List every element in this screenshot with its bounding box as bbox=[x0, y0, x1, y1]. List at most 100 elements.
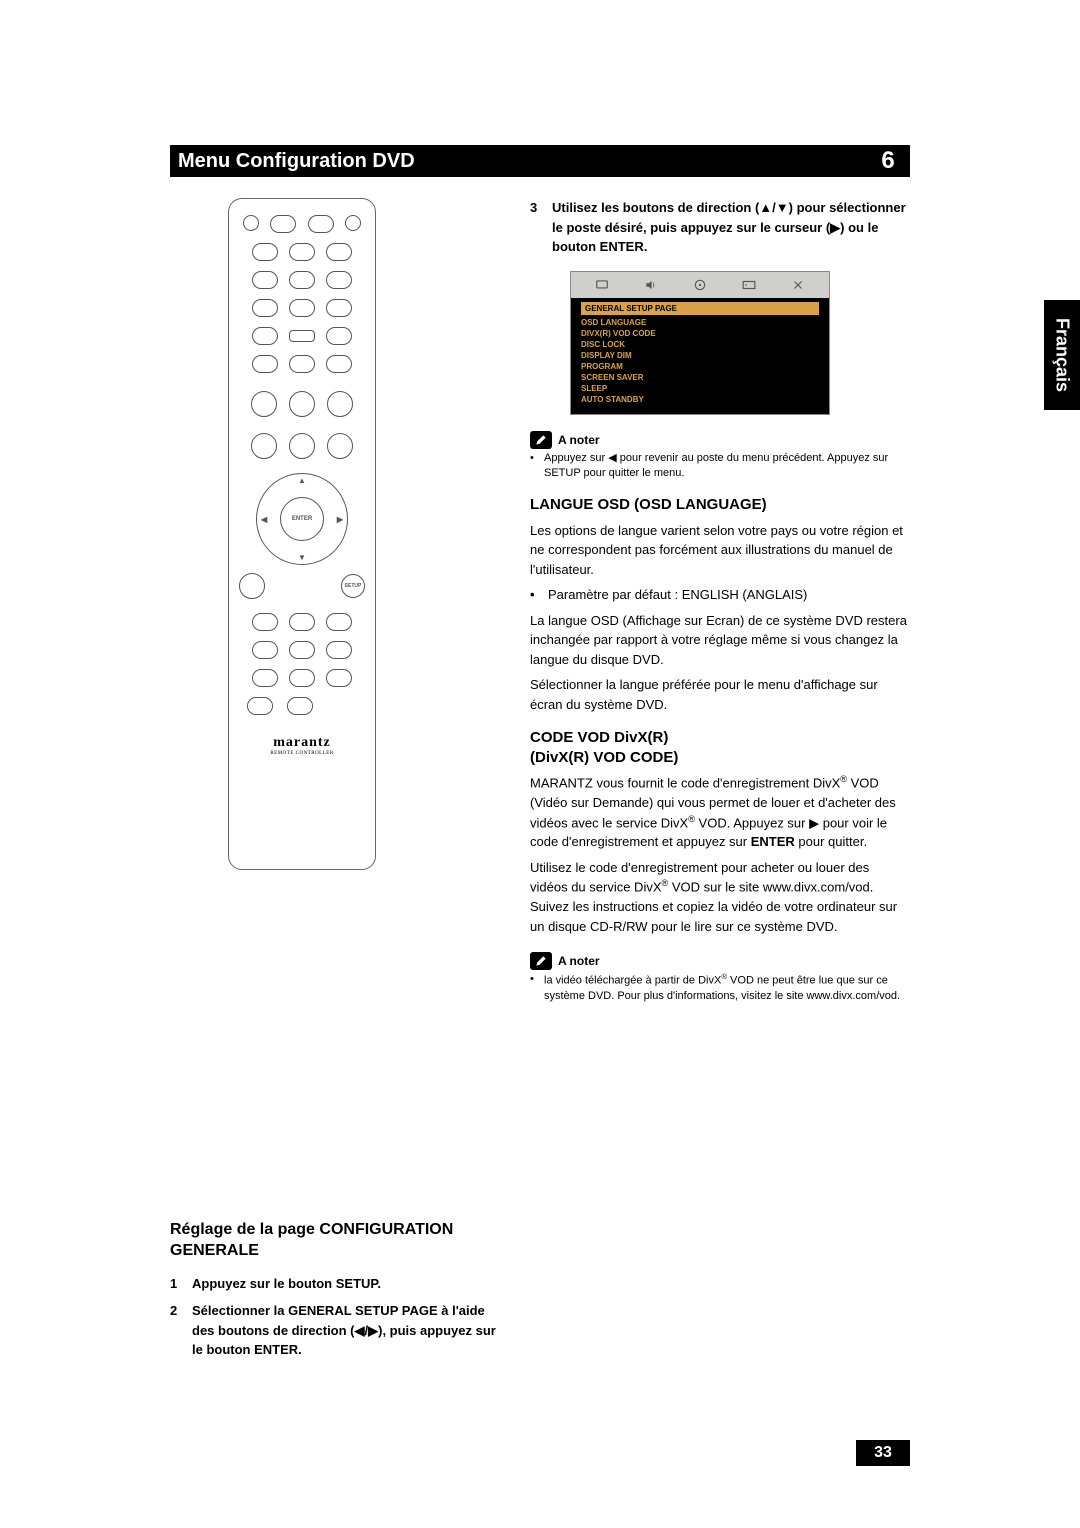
remote-btn bbox=[327, 391, 353, 417]
page-number: 33 bbox=[856, 1440, 910, 1466]
note-label: A noter bbox=[558, 954, 600, 968]
down-arrow-icon: ▼ bbox=[298, 553, 306, 562]
langue-heading: LANGUE OSD (OSD LANGUAGE) bbox=[530, 495, 910, 515]
steps-list: 1 Appuyez sur le bouton SETUP. 2 Sélecti… bbox=[170, 1274, 510, 1360]
osd-item: DIVX(R) VOD CODE bbox=[581, 329, 819, 338]
remote-btn bbox=[308, 215, 334, 233]
remote-btn bbox=[252, 299, 278, 317]
note-icon bbox=[530, 952, 552, 970]
note-1: A noter bbox=[530, 431, 910, 449]
remote-btn bbox=[289, 641, 315, 659]
remote-btn bbox=[326, 613, 352, 631]
bullet-bold: ENGLISH (ANGLAIS) bbox=[682, 587, 808, 602]
osd-item: OSD LANGUAGE bbox=[581, 318, 819, 327]
note-2: A noter bbox=[530, 952, 910, 970]
brand-sub: REMOTE CONTROLLER bbox=[229, 751, 375, 756]
note-text: la vidéo téléchargée à partir de DivX® V… bbox=[544, 972, 910, 1004]
remote-btn bbox=[326, 641, 352, 659]
remote-btn bbox=[252, 641, 278, 659]
disc-icon bbox=[685, 276, 715, 294]
remote-brand: marantz REMOTE CONTROLLER bbox=[229, 735, 375, 756]
bullet-text: Paramètre par défaut : ENGLISH (ANGLAIS) bbox=[548, 585, 807, 605]
remote-btn bbox=[326, 271, 352, 289]
step-3: 3 Utilisez les boutons de direction (▲/▼… bbox=[530, 198, 910, 257]
divx-heading: CODE VOD DivX(R) (DivX(R) VOD CODE) bbox=[530, 728, 910, 767]
step-1: 1 Appuyez sur le bouton SETUP. bbox=[170, 1274, 510, 1294]
remote-btn bbox=[243, 215, 259, 231]
left-arrow-icon: ◀ bbox=[261, 515, 267, 524]
remote-btn bbox=[252, 327, 278, 345]
remote-btn bbox=[345, 215, 361, 231]
step-text: Sélectionner la GENERAL SETUP PAGE à l'a… bbox=[192, 1301, 510, 1360]
note2-pre: la vidéo téléchargée à partir de DivX bbox=[544, 975, 721, 987]
remote-btn bbox=[252, 613, 278, 631]
remote-btn bbox=[252, 243, 278, 261]
remote-btn bbox=[251, 391, 277, 417]
remote-btn bbox=[326, 243, 352, 261]
langue-p2: La langue OSD (Affichage sur Ecran) de c… bbox=[530, 611, 910, 670]
remote-btn bbox=[326, 299, 352, 317]
remote-btn bbox=[252, 669, 278, 687]
step-num: 1 bbox=[170, 1274, 192, 1294]
left-column: Réglage de la page CONFIGURATION GENERAL… bbox=[170, 1220, 510, 1368]
divx-p1a: MARANTZ vous fournit le code d'enregistr… bbox=[530, 776, 840, 791]
remote-btn bbox=[251, 433, 277, 459]
step-2: 2 Sélectionner la GENERAL SETUP PAGE à l… bbox=[170, 1301, 510, 1360]
brand-name: marantz bbox=[229, 735, 375, 751]
langue-p3: Sélectionner la langue préférée pour le … bbox=[530, 675, 910, 714]
section-heading: Réglage de la page CONFIGURATION GENERAL… bbox=[170, 1220, 510, 1262]
remote-btn bbox=[289, 391, 315, 417]
note-icon bbox=[530, 431, 552, 449]
remote-btn bbox=[326, 669, 352, 687]
note-1-list: •Appuyez sur ◀ pour revenir au poste du … bbox=[530, 451, 910, 482]
osd-body: GENERAL SETUP PAGE OSD LANGUAGE DIVX(R) … bbox=[571, 298, 829, 414]
remote-btn bbox=[289, 669, 315, 687]
osd-item: PROGRAM bbox=[581, 362, 819, 371]
note-item: •Appuyez sur ◀ pour revenir au poste du … bbox=[530, 451, 910, 482]
remote-illustration: ▲ ▼ ◀ ▶ ENTER SETUP marantz REMOTE CONTR… bbox=[228, 198, 376, 870]
up-arrow-icon: ▲ bbox=[298, 476, 306, 485]
remote-btn bbox=[252, 271, 278, 289]
remote-btn bbox=[239, 573, 265, 599]
remote-btn bbox=[289, 330, 315, 342]
remote-btn bbox=[287, 697, 313, 715]
step-text: Utilisez les boutons de direction (▲/▼) … bbox=[552, 198, 910, 257]
chapter-title: Menu Configuration DVD bbox=[178, 150, 415, 173]
step-num: 2 bbox=[170, 1301, 192, 1360]
enter-button: ENTER bbox=[280, 497, 324, 541]
osd-title: GENERAL SETUP PAGE bbox=[581, 302, 819, 315]
tab-icon bbox=[587, 276, 617, 294]
setup-button: SETUP bbox=[341, 574, 365, 598]
osd-item: SCREEN SAVER bbox=[581, 373, 819, 382]
remote-btn bbox=[327, 433, 353, 459]
langue-bullet: • Paramètre par défaut : ENGLISH (ANGLAI… bbox=[530, 585, 910, 605]
remote-btn bbox=[326, 327, 352, 345]
step-num: 3 bbox=[530, 198, 552, 257]
remote-btn bbox=[326, 355, 352, 373]
divx-p1: MARANTZ vous fournit le code d'enregistr… bbox=[530, 773, 910, 852]
note-text: Appuyez sur ◀ pour revenir au poste du m… bbox=[544, 451, 910, 482]
divx-h2: (DivX(R) VOD CODE) bbox=[530, 749, 678, 766]
osd-item: DISPLAY DIM bbox=[581, 351, 819, 360]
note-2-list: • la vidéo téléchargée à partir de DivX®… bbox=[530, 972, 910, 1004]
right-arrow-icon: ▶ bbox=[337, 515, 343, 524]
osd-item: AUTO STANDBY bbox=[581, 395, 819, 404]
remote-btn bbox=[270, 215, 296, 233]
language-tab: Français bbox=[1044, 300, 1080, 410]
remote-btn bbox=[289, 299, 315, 317]
remote-btn bbox=[289, 433, 315, 459]
divx-h1: CODE VOD DivX(R) bbox=[530, 729, 668, 746]
right-column: 3 Utilisez les boutons de direction (▲/▼… bbox=[530, 198, 910, 1005]
tools-icon bbox=[783, 276, 813, 294]
osd-item: SLEEP bbox=[581, 384, 819, 393]
osd-item: DISC LOCK bbox=[581, 340, 819, 349]
remote-btn bbox=[247, 697, 273, 715]
chapter-header: Menu Configuration DVD bbox=[170, 145, 910, 177]
video-icon bbox=[734, 276, 764, 294]
divx-p1d: pour quitter. bbox=[795, 834, 867, 849]
langue-p1: Les options de langue varient selon votr… bbox=[530, 521, 910, 580]
divx-enter: ENTER bbox=[751, 834, 795, 849]
step-text: Appuyez sur le bouton SETUP. bbox=[192, 1274, 381, 1294]
remote-dpad: ▲ ▼ ◀ ▶ ENTER bbox=[256, 473, 348, 565]
remote-btn bbox=[289, 355, 315, 373]
